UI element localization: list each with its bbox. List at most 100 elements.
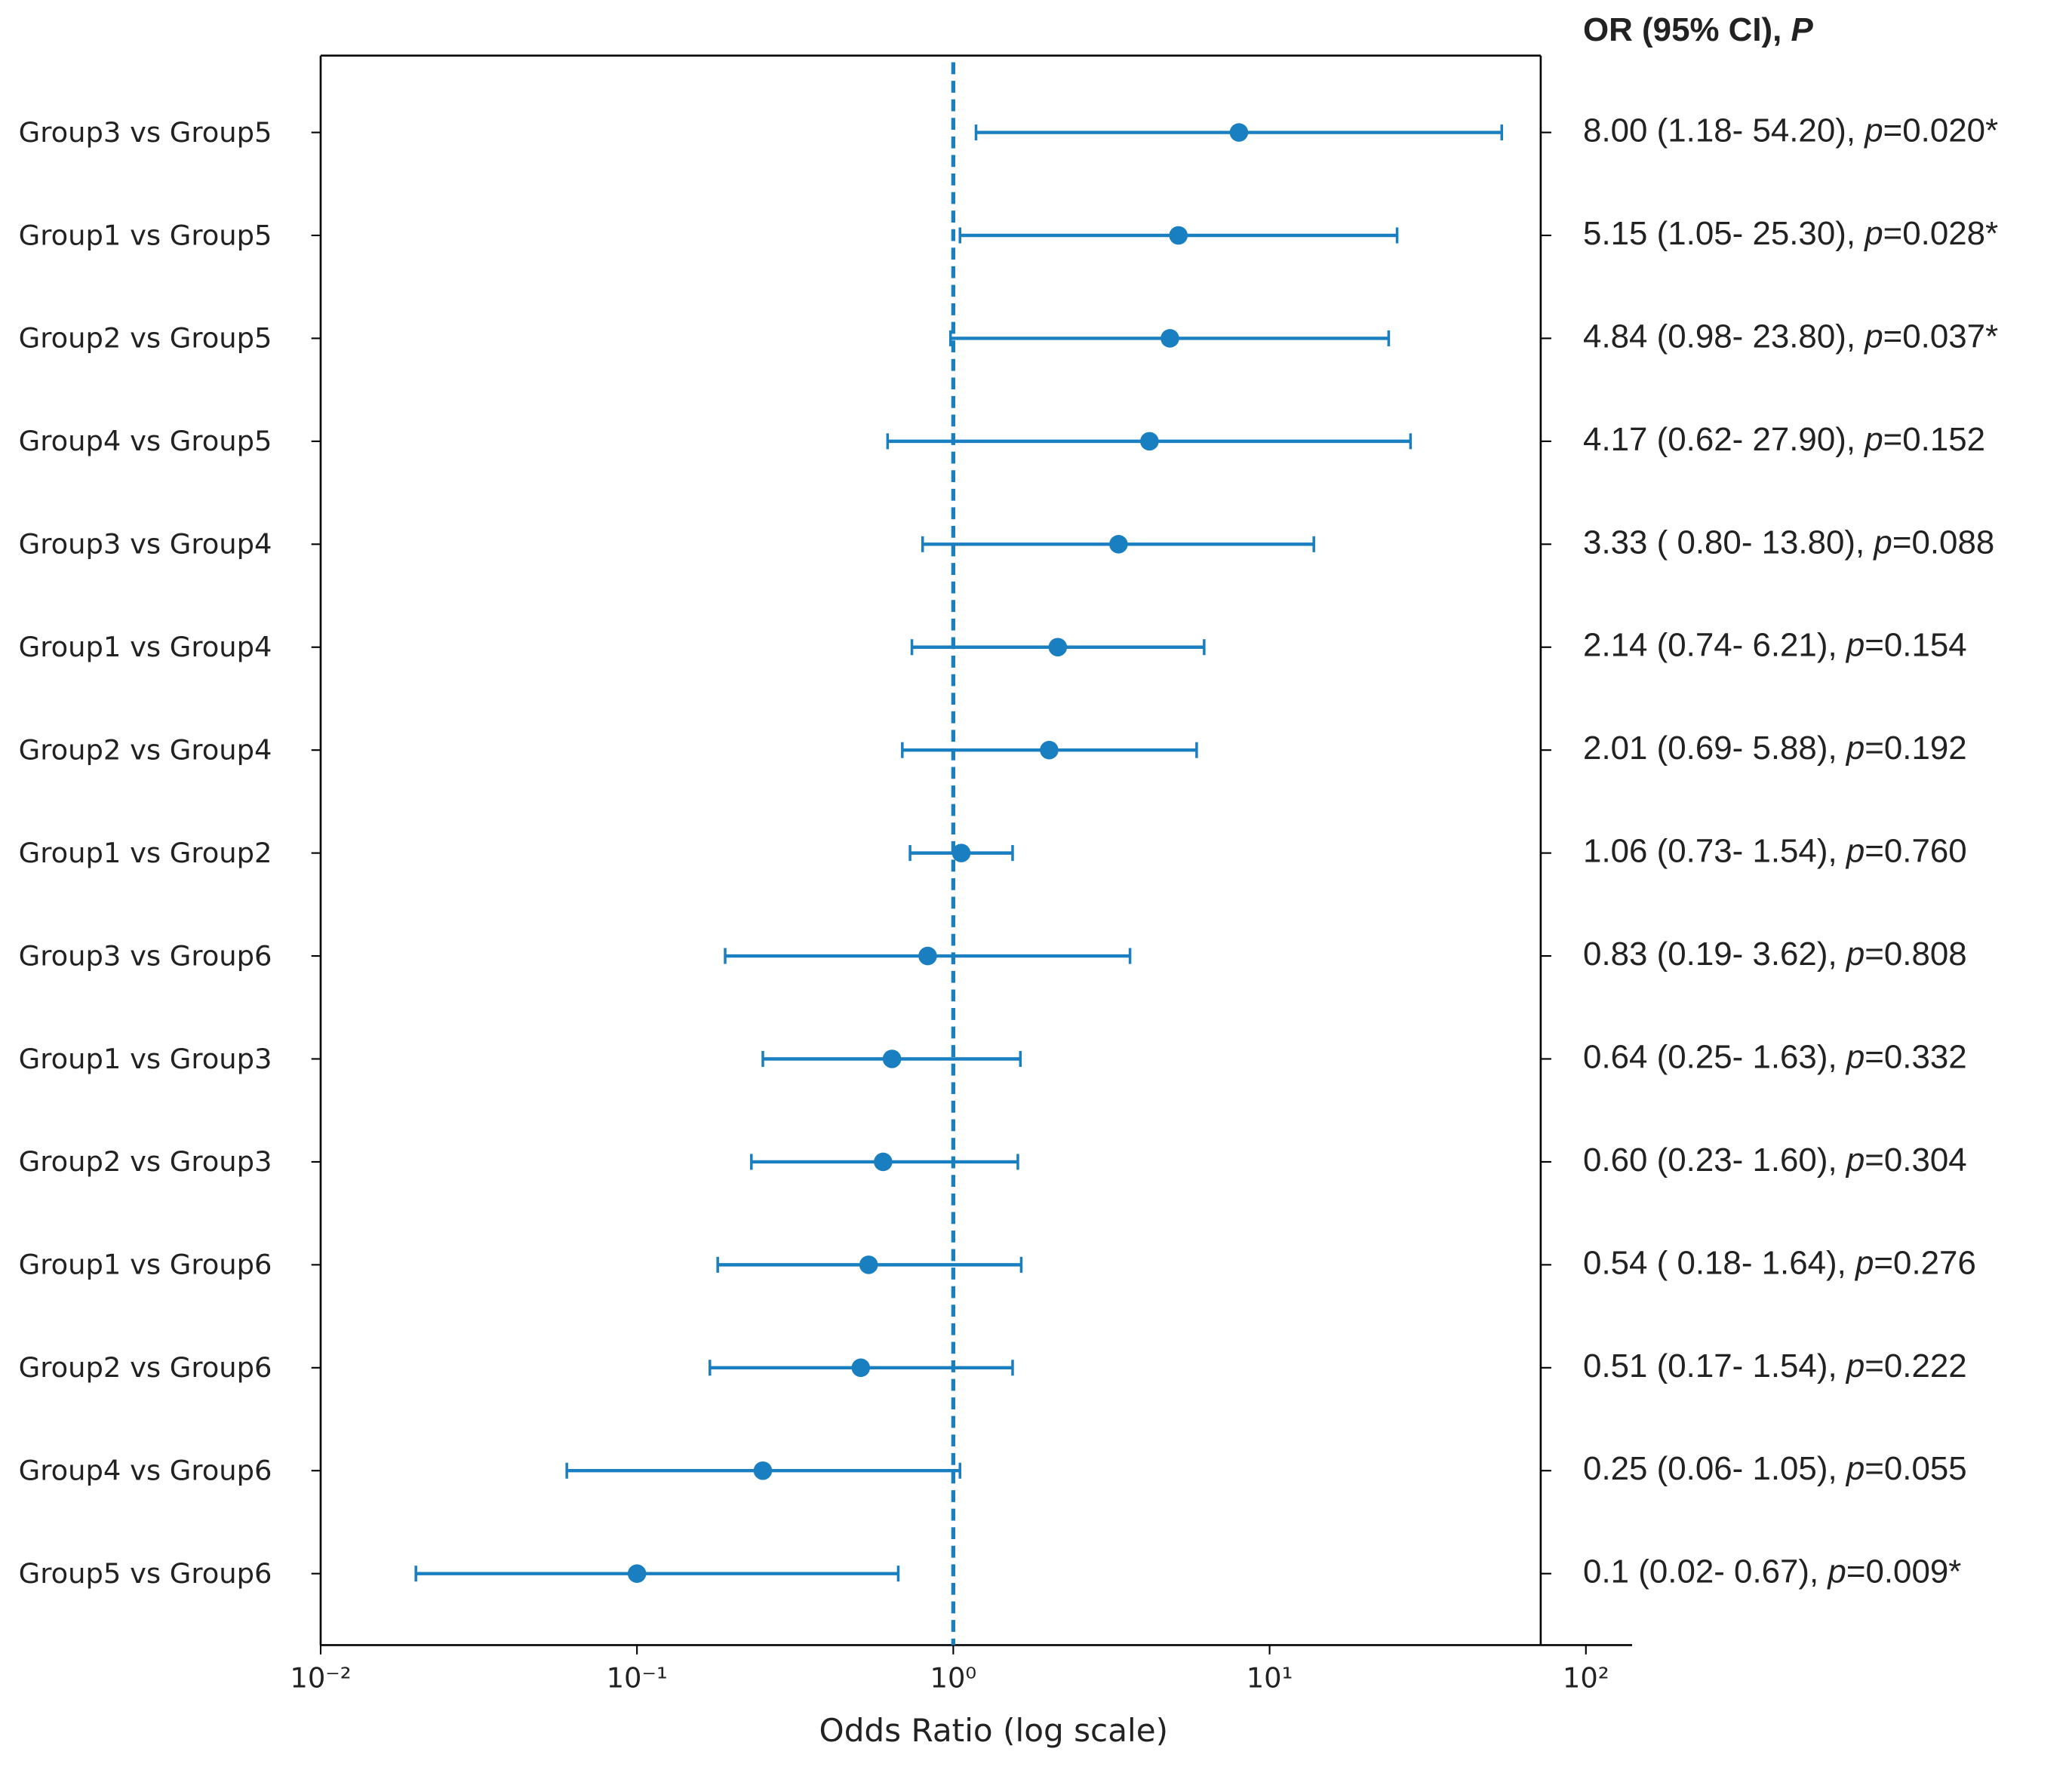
p-value: =0.055: [1864, 1450, 1966, 1487]
ci-text: 1.06 (0.73- 1.54),: [1583, 832, 1846, 869]
ci-label: 4.17 (0.62- 27.90), p=0.152: [1583, 420, 1985, 457]
ci-label: 0.51 (0.17- 1.54), p=0.222: [1583, 1347, 1967, 1384]
p-value: =0.332: [1864, 1038, 1966, 1075]
p-symbol: p: [1845, 1038, 1864, 1075]
point-estimate: [627, 1564, 647, 1583]
p-symbol: p: [1845, 1347, 1864, 1384]
column-header: OR (95% CI), P: [1583, 11, 1813, 48]
ci-text: 5.15 (1.05- 25.30),: [1583, 215, 1864, 252]
p-value: =0.760: [1864, 832, 1966, 869]
p-symbol: p: [1845, 1450, 1864, 1487]
y-tick-label: Group1 vs Group2: [19, 837, 272, 869]
p-symbol: p: [1854, 1244, 1874, 1281]
p-value: =0.192: [1864, 730, 1966, 767]
y-tick-label: Group1 vs Group6: [19, 1249, 272, 1281]
p-value: =0.304: [1864, 1142, 1966, 1179]
point-estimate: [1048, 638, 1068, 657]
p-symbol: p: [1845, 626, 1864, 663]
x-tick-label: 10⁻¹: [607, 1662, 668, 1695]
p-symbol: p: [1845, 730, 1864, 767]
ci-text: 0.1 (0.02- 0.67),: [1583, 1553, 1828, 1590]
ci-label: 0.83 (0.19- 3.62), p=0.808: [1583, 936, 1967, 973]
ci-label: 0.54 ( 0.18- 1.64), p=0.276: [1583, 1244, 1976, 1281]
point-estimate: [1109, 535, 1128, 554]
x-tick-label: 10¹: [1247, 1662, 1293, 1695]
x-tick-label: 10²: [1563, 1662, 1609, 1695]
ci-text: 4.84 (0.98- 23.80),: [1583, 318, 1864, 355]
p-symbol: p: [1863, 215, 1883, 252]
ci-label: 0.64 (0.25- 1.63), p=0.332: [1583, 1038, 1967, 1075]
ci-label: 8.00 (1.18- 54.20), p=0.020*: [1583, 112, 1998, 149]
p-value: =0.009*: [1846, 1553, 1962, 1590]
y-tick-label: Group3 vs Group6: [19, 939, 272, 972]
y-tick-label: Group5 vs Group6: [19, 1557, 272, 1590]
x-tick-label: 10⁰: [930, 1662, 977, 1695]
ci-label: 2.01 (0.69- 5.88), p=0.192: [1583, 730, 1967, 767]
point-estimate: [874, 1152, 893, 1172]
ci-label: 4.84 (0.98- 23.80), p=0.037*: [1583, 318, 1998, 355]
ci-text: 0.54 ( 0.18- 1.64),: [1583, 1244, 1855, 1281]
y-tick-label: Group1 vs Group3: [19, 1043, 272, 1075]
x-axis-label: Odds Ratio (log scale): [819, 1712, 1169, 1749]
p-symbol: p: [1845, 936, 1864, 973]
ci-text: 0.51 (0.17- 1.54),: [1583, 1347, 1846, 1384]
y-tick-label: Group2 vs Group6: [19, 1351, 272, 1384]
ci-text: 8.00 (1.18- 54.20),: [1583, 112, 1864, 149]
point-estimate: [882, 1049, 902, 1068]
p-value: =0.028*: [1883, 215, 1999, 252]
y-tick-label: Group1 vs Group5: [19, 219, 272, 251]
point-estimate: [859, 1255, 878, 1274]
ci-label: 0.25 (0.06- 1.05), p=0.055: [1583, 1450, 1967, 1487]
point-estimate: [851, 1358, 871, 1378]
point-estimate: [1040, 740, 1059, 760]
ci-label: 3.33 ( 0.80- 13.80), p=0.088: [1583, 524, 1994, 561]
p-symbol: p: [1826, 1553, 1846, 1590]
ci-label: 1.06 (0.73- 1.54), p=0.760: [1583, 832, 1967, 869]
ci-text: 2.14 (0.74- 6.21),: [1583, 626, 1846, 663]
y-tick-label: Group3 vs Group5: [19, 116, 272, 149]
y-tick-label: Group4 vs Group5: [19, 425, 272, 457]
ci-text: 3.33 ( 0.80- 13.80),: [1583, 524, 1874, 561]
point-estimate: [1161, 329, 1179, 348]
p-value: =0.222: [1864, 1347, 1966, 1384]
ci-text: 0.60 (0.23- 1.60),: [1583, 1142, 1846, 1179]
y-tick-label: Group2 vs Group3: [19, 1145, 272, 1178]
y-tick-label: Group4 vs Group6: [19, 1454, 272, 1486]
p-symbol: p: [1845, 1142, 1864, 1179]
ci-label: 0.60 (0.23- 1.60), p=0.304: [1583, 1142, 1967, 1179]
header-text: OR (95% CI),: [1583, 11, 1791, 48]
ci-text: 2.01 (0.69- 5.88),: [1583, 730, 1846, 767]
point-estimate: [1140, 432, 1159, 451]
ci-text: 0.25 (0.06- 1.05),: [1583, 1450, 1846, 1487]
y-tick-label: Group1 vs Group4: [19, 631, 272, 663]
point-estimate: [951, 844, 971, 862]
p-symbol: p: [1863, 420, 1883, 457]
p-value: =0.808: [1864, 936, 1966, 973]
p-value: =0.020*: [1883, 112, 1999, 149]
point-estimate: [1169, 226, 1188, 245]
ci-text: 0.83 (0.19- 3.62),: [1583, 936, 1846, 973]
point-estimate: [918, 946, 937, 966]
ci-label: 5.15 (1.05- 25.30), p=0.028*: [1583, 215, 1998, 252]
p-symbol: p: [1872, 524, 1892, 561]
header-p: P: [1791, 11, 1814, 48]
y-tick-label: Group2 vs Group4: [19, 733, 272, 766]
p-symbol: p: [1863, 318, 1883, 355]
p-symbol: p: [1845, 832, 1864, 869]
x-tick-label: 10⁻²: [290, 1662, 351, 1695]
ci-label: 2.14 (0.74- 6.21), p=0.154: [1583, 626, 1967, 663]
ci-text: 0.64 (0.25- 1.63),: [1583, 1038, 1846, 1075]
p-value: =0.037*: [1883, 318, 1999, 355]
ci-label: 0.1 (0.02- 0.67), p=0.009*: [1583, 1553, 1961, 1590]
p-value: =0.152: [1883, 420, 1985, 457]
point-estimate: [753, 1461, 773, 1480]
ci-text: 4.17 (0.62- 27.90),: [1583, 420, 1864, 457]
p-value: =0.276: [1874, 1244, 1975, 1281]
p-value: =0.154: [1864, 626, 1966, 663]
y-tick-label: Group3 vs Group4: [19, 528, 272, 561]
p-symbol: p: [1863, 112, 1883, 149]
point-estimate: [1229, 123, 1249, 142]
p-value: =0.088: [1892, 524, 1994, 561]
